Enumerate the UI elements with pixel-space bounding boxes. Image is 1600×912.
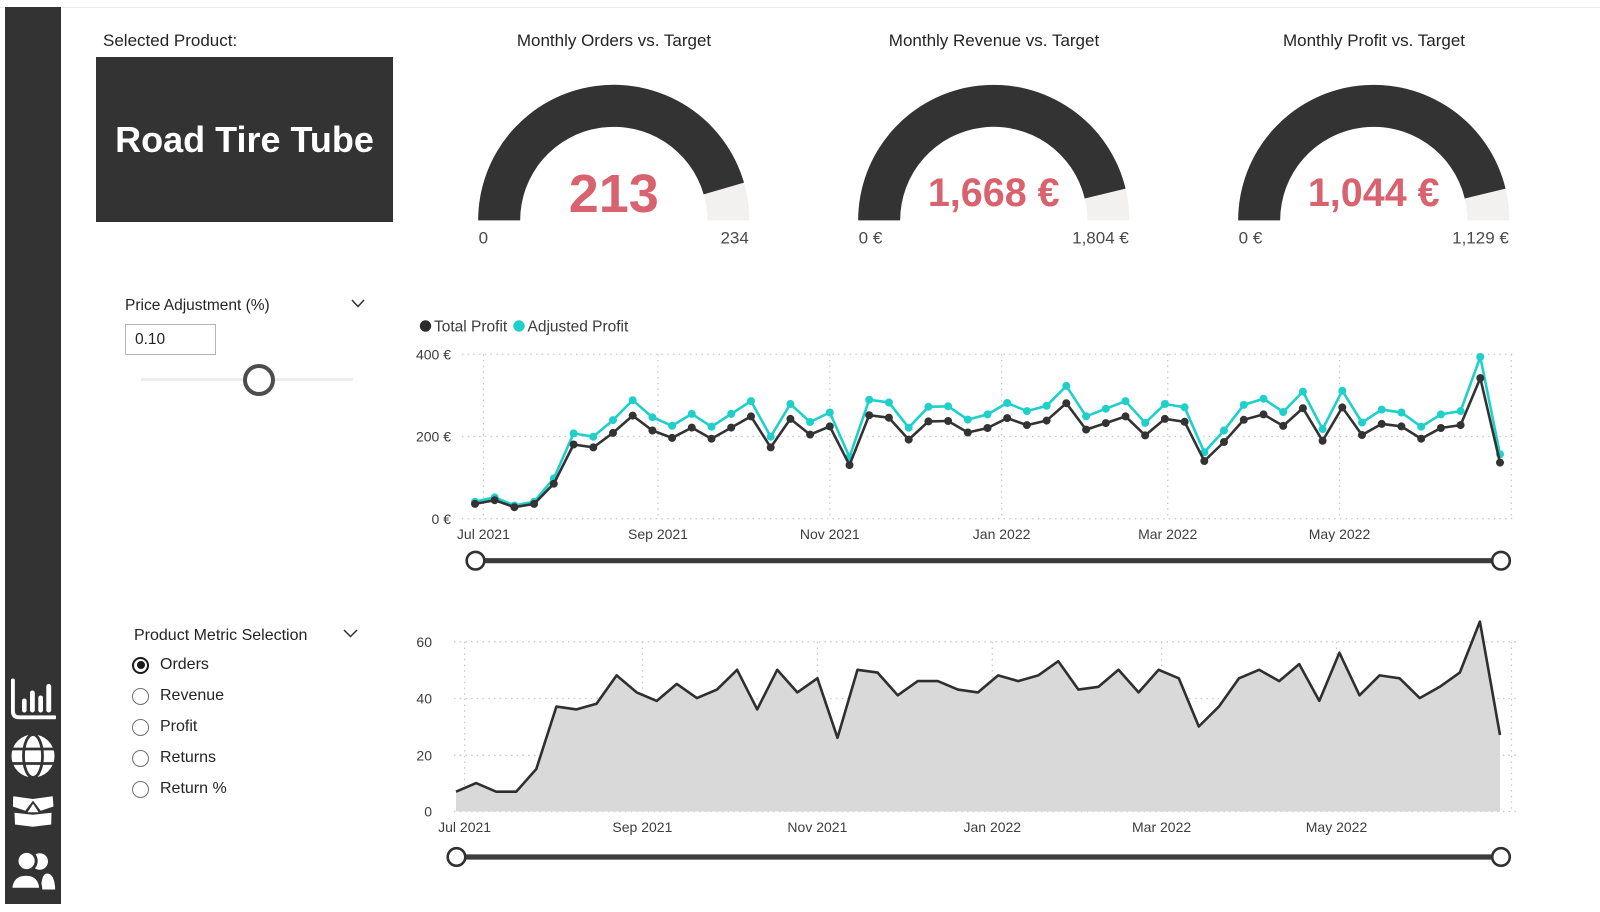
- svg-text:0: 0: [424, 804, 432, 820]
- svg-text:Total Profit: Total Profit: [434, 319, 508, 336]
- svg-text:Nov 2021: Nov 2021: [787, 819, 847, 835]
- svg-text:400 €: 400 €: [416, 346, 451, 362]
- svg-text:May 2022: May 2022: [1309, 526, 1371, 542]
- svg-text:1,044 €: 1,044 €: [1308, 171, 1440, 215]
- svg-text:0: 0: [479, 229, 488, 248]
- svg-text:234: 234: [720, 229, 748, 248]
- svg-text:Sep 2021: Sep 2021: [628, 526, 688, 542]
- svg-text:1,804 €: 1,804 €: [1072, 229, 1129, 248]
- svg-text:Jan 2022: Jan 2022: [973, 526, 1031, 542]
- svg-text:Sep 2021: Sep 2021: [612, 819, 672, 835]
- svg-text:0 €: 0 €: [859, 229, 883, 248]
- svg-text:1,129 €: 1,129 €: [1452, 229, 1509, 248]
- svg-text:200 €: 200 €: [416, 429, 451, 445]
- svg-text:213: 213: [569, 164, 659, 224]
- svg-text:60: 60: [416, 634, 432, 650]
- svg-text:Adjusted Profit: Adjusted Profit: [528, 319, 629, 336]
- svg-text:20: 20: [416, 747, 432, 763]
- svg-text:0 €: 0 €: [432, 511, 452, 527]
- svg-text:0 €: 0 €: [1239, 229, 1263, 248]
- svg-text:Mar 2022: Mar 2022: [1132, 819, 1191, 835]
- svg-text:Mar 2022: Mar 2022: [1138, 526, 1197, 542]
- svg-text:1,668 €: 1,668 €: [928, 171, 1060, 215]
- svg-text:Jan 2022: Jan 2022: [963, 819, 1021, 835]
- svg-text:Jul 2021: Jul 2021: [457, 526, 510, 542]
- svg-text:40: 40: [416, 691, 432, 707]
- svg-text:Nov 2021: Nov 2021: [800, 526, 860, 542]
- svg-text:May 2022: May 2022: [1306, 819, 1368, 835]
- svg-text:Jul 2021: Jul 2021: [438, 819, 491, 835]
